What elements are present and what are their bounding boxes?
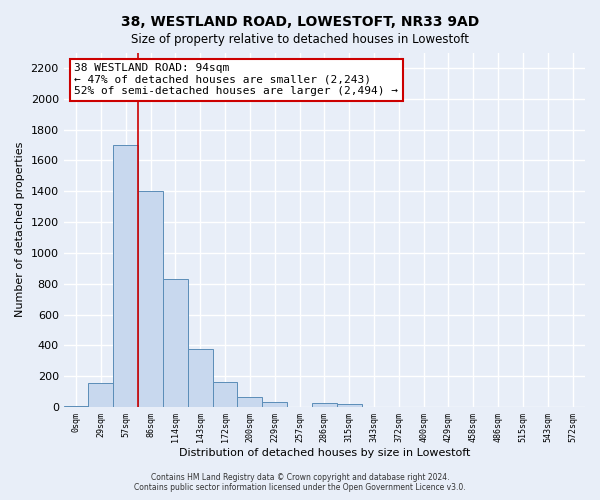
Bar <box>188 348 212 407</box>
X-axis label: Distribution of detached houses by size in Lowestoft: Distribution of detached houses by size … <box>179 448 470 458</box>
Bar <box>113 145 138 407</box>
Bar <box>138 191 163 407</box>
Bar <box>88 383 113 407</box>
Bar <box>212 382 238 407</box>
Bar <box>312 403 337 407</box>
Text: 38, WESTLAND ROAD, LOWESTOFT, NR33 9AD: 38, WESTLAND ROAD, LOWESTOFT, NR33 9AD <box>121 15 479 29</box>
Bar <box>163 279 188 407</box>
Bar <box>64 406 88 407</box>
Text: 38 WESTLAND ROAD: 94sqm
← 47% of detached houses are smaller (2,243)
52% of semi: 38 WESTLAND ROAD: 94sqm ← 47% of detache… <box>74 63 398 96</box>
Bar <box>262 402 287 407</box>
Text: Contains HM Land Registry data © Crown copyright and database right 2024.
Contai: Contains HM Land Registry data © Crown c… <box>134 473 466 492</box>
Bar <box>337 404 362 407</box>
Bar <box>238 397 262 407</box>
Y-axis label: Number of detached properties: Number of detached properties <box>15 142 25 318</box>
Text: Size of property relative to detached houses in Lowestoft: Size of property relative to detached ho… <box>131 32 469 46</box>
